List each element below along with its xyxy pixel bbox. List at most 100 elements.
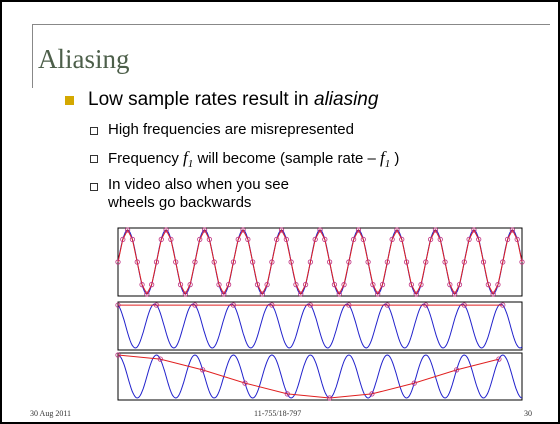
footer-course: 11-755/18-797 (254, 409, 302, 418)
sample-point (240, 227, 246, 233)
sample-point (307, 302, 313, 308)
sample-point (336, 291, 342, 297)
sample-point (384, 302, 390, 308)
signal-wave (117, 354, 523, 399)
bullet-text: Low sample rates result in (88, 89, 314, 110)
sample-point (500, 259, 506, 265)
sample-point (327, 259, 333, 265)
sample-point (168, 236, 174, 242)
sample-point (322, 236, 328, 242)
sample-point (144, 291, 150, 297)
subbullet-marker (90, 127, 98, 135)
sample-point (250, 259, 256, 265)
sample-point (254, 282, 261, 288)
sample-point (500, 302, 506, 308)
sample-point (278, 227, 285, 233)
sample-point (242, 380, 248, 386)
sample-point (206, 236, 212, 242)
sample-point (476, 236, 482, 242)
subbullet-marker (90, 183, 98, 191)
sample-point (452, 291, 458, 297)
sample-point (519, 259, 525, 265)
sample-point (355, 227, 362, 233)
subscript: 1 (384, 158, 391, 170)
sample-point (158, 236, 164, 242)
sample-point (509, 227, 515, 233)
sample-point (403, 259, 410, 265)
sample-point (264, 282, 270, 288)
sample-point (485, 282, 491, 288)
sample-point (437, 236, 443, 242)
sample-point (153, 302, 160, 308)
sample-point (245, 236, 251, 242)
sample-point (480, 259, 487, 265)
sample-point (461, 259, 467, 265)
symbol: f (380, 148, 385, 167)
sampled-line (117, 228, 523, 296)
footer-date: 30 Aug 2011 (30, 409, 72, 418)
sample-point (369, 391, 375, 397)
sample-point (293, 282, 299, 288)
sample-point (149, 282, 155, 288)
sample-point (182, 291, 188, 297)
signal-wave (117, 303, 523, 349)
sample-point (221, 291, 227, 297)
sample-point (153, 259, 160, 265)
sample-point (200, 367, 206, 373)
plot-frame (117, 352, 523, 401)
sample-point (423, 259, 429, 265)
sample-point (230, 259, 237, 265)
sample-point (471, 227, 477, 233)
text: Frequency (108, 150, 184, 167)
sample-point (461, 302, 467, 308)
sample-point (447, 282, 453, 288)
sample-point (346, 259, 352, 265)
sample-point (274, 236, 280, 242)
sample-point (389, 236, 395, 242)
sample-point (192, 302, 198, 308)
subbullet-marker (90, 155, 98, 163)
sample-point (125, 227, 131, 233)
sample-point (365, 259, 371, 265)
sample-point (216, 282, 222, 288)
sample-point (370, 282, 376, 288)
sample-point (230, 302, 237, 308)
sample-point (139, 282, 145, 288)
sample-point (259, 291, 265, 297)
sample-point (399, 236, 405, 242)
sample-point (442, 259, 448, 265)
sample-point (235, 236, 241, 242)
bullet-marker (65, 96, 74, 105)
accent-line (32, 24, 33, 88)
slide-title: Aliasing (38, 44, 130, 74)
sample-point (418, 282, 424, 288)
sample-point (129, 236, 136, 242)
sample-point (408, 282, 414, 288)
sample-point (466, 236, 472, 242)
text: will become (sample rate – (193, 150, 381, 167)
sample-point (411, 380, 417, 386)
sample-point (288, 259, 294, 265)
sample-point (201, 227, 208, 233)
footer-page: 30 (524, 409, 532, 418)
sample-point (496, 356, 502, 362)
sample-point (298, 291, 304, 297)
sample-point (187, 282, 193, 288)
sample-point (331, 282, 338, 288)
sample-point (514, 236, 520, 242)
subbullet: High frequencies are misrepresented (108, 121, 354, 138)
subscript: 1 (187, 158, 194, 170)
sample-point (327, 395, 333, 401)
bullet-emphasis: aliasing (314, 89, 379, 110)
sample-point (269, 259, 275, 265)
sample-point (163, 227, 169, 233)
sample-point (317, 227, 323, 233)
sample-point (192, 259, 198, 265)
sample-point (413, 291, 419, 297)
sample-point (375, 291, 381, 297)
sample-point (504, 236, 511, 242)
sample-point (173, 259, 179, 265)
sample-point (346, 302, 352, 308)
